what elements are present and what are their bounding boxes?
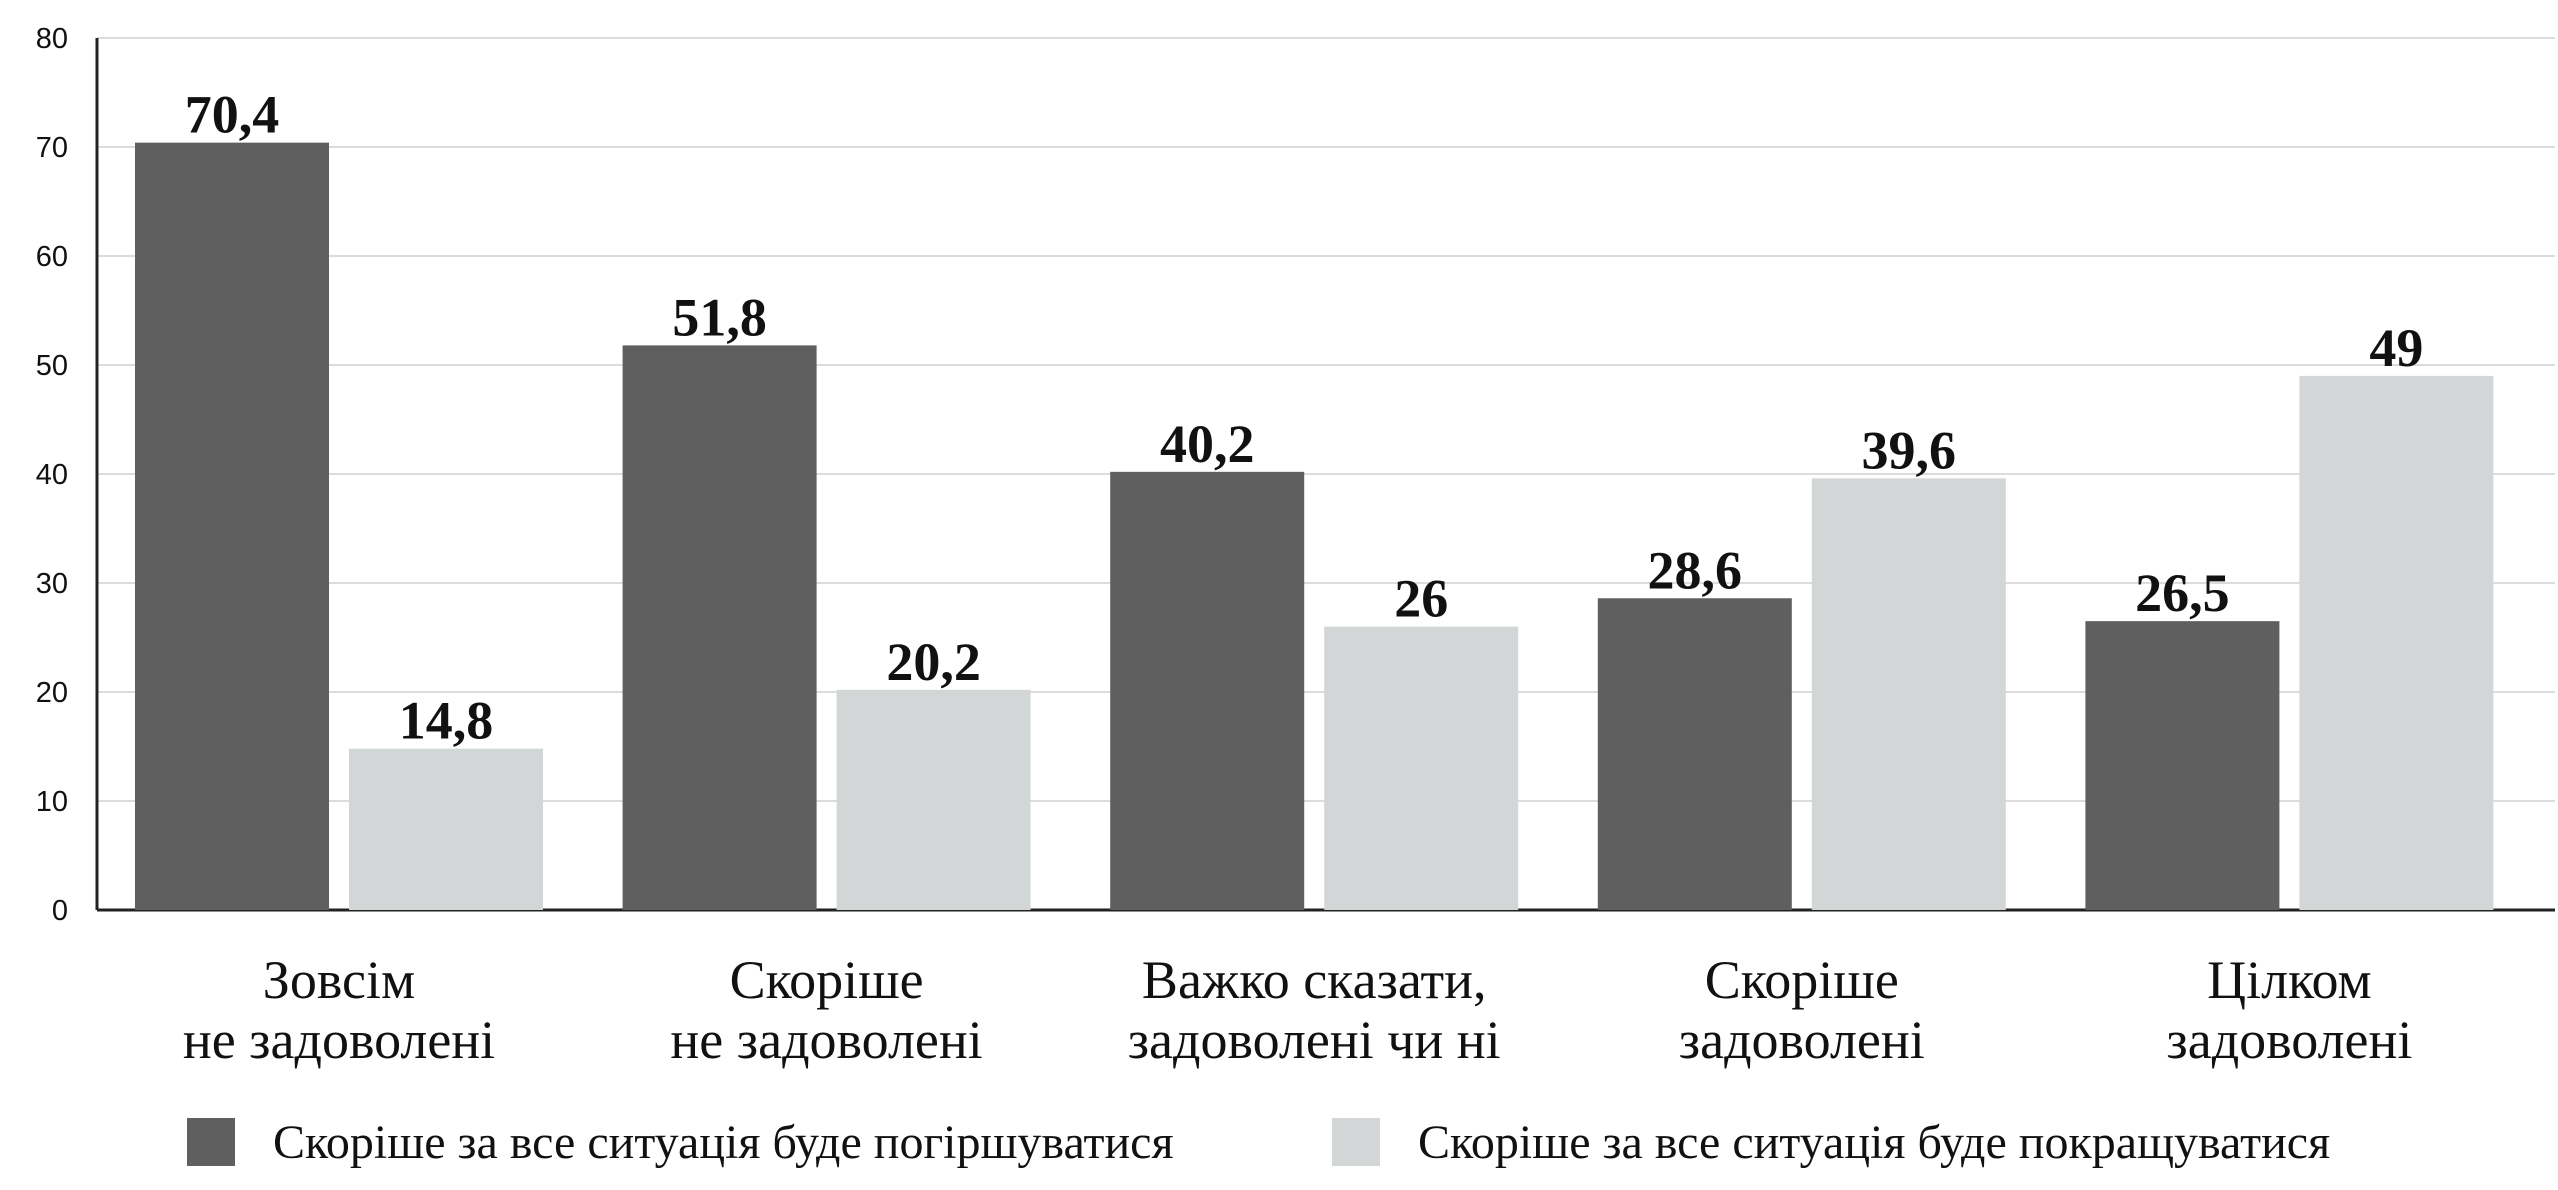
bar — [1811, 478, 2006, 910]
bar — [1597, 598, 1792, 910]
category-label: не задоволені — [183, 1010, 495, 1070]
bar — [622, 345, 817, 910]
y-tick-label: 50 — [36, 350, 68, 382]
bar — [2085, 621, 2280, 910]
category-label: Скоріше — [730, 950, 924, 1010]
y-tick-label: 60 — [36, 241, 68, 273]
y-tick-label: 20 — [36, 677, 68, 709]
y-tick-label: 80 — [36, 23, 68, 55]
y-tick-label: 30 — [36, 568, 68, 600]
y-tick-label: 10 — [36, 786, 68, 818]
data-label: 14,8 — [399, 691, 494, 751]
bar — [349, 748, 543, 910]
bar — [135, 142, 329, 910]
data-label: 70,4 — [185, 85, 280, 145]
data-label: 39,6 — [1862, 420, 1957, 480]
bar — [2299, 375, 2494, 910]
category-label: Зовсім — [263, 950, 415, 1010]
category-label: Цілком — [2207, 950, 2372, 1010]
category-label: Скоріше — [1705, 950, 1899, 1010]
bar — [1324, 626, 1519, 910]
category-label: задоволені — [2166, 1010, 2412, 1070]
y-tick-label: 70 — [36, 132, 68, 164]
legend-label: Скоріше за все ситуація буде погіршувати… — [273, 1116, 1174, 1169]
data-label: 28,6 — [1648, 540, 1743, 600]
data-label: 40,2 — [1160, 414, 1255, 474]
data-label: 51,8 — [672, 287, 767, 347]
legend-label: Скоріше за все ситуація буде покращувати… — [1418, 1116, 2330, 1169]
legend-swatch — [1332, 1118, 1380, 1166]
legend-swatch — [187, 1118, 235, 1166]
y-tick-label: 40 — [36, 459, 68, 491]
data-label: 26 — [1394, 569, 1448, 629]
bar — [836, 689, 1031, 910]
bar — [1110, 471, 1305, 910]
data-label: 49 — [2369, 318, 2423, 378]
category-label: задоволені — [1679, 1010, 1925, 1070]
data-label: 20,2 — [886, 632, 981, 692]
category-label: не задоволені — [670, 1010, 982, 1070]
y-tick-label: 0 — [52, 895, 68, 927]
category-label: задоволені чи ні — [1128, 1010, 1501, 1070]
category-label: Важко сказати, — [1142, 950, 1487, 1010]
data-label: 26,5 — [2135, 563, 2230, 623]
